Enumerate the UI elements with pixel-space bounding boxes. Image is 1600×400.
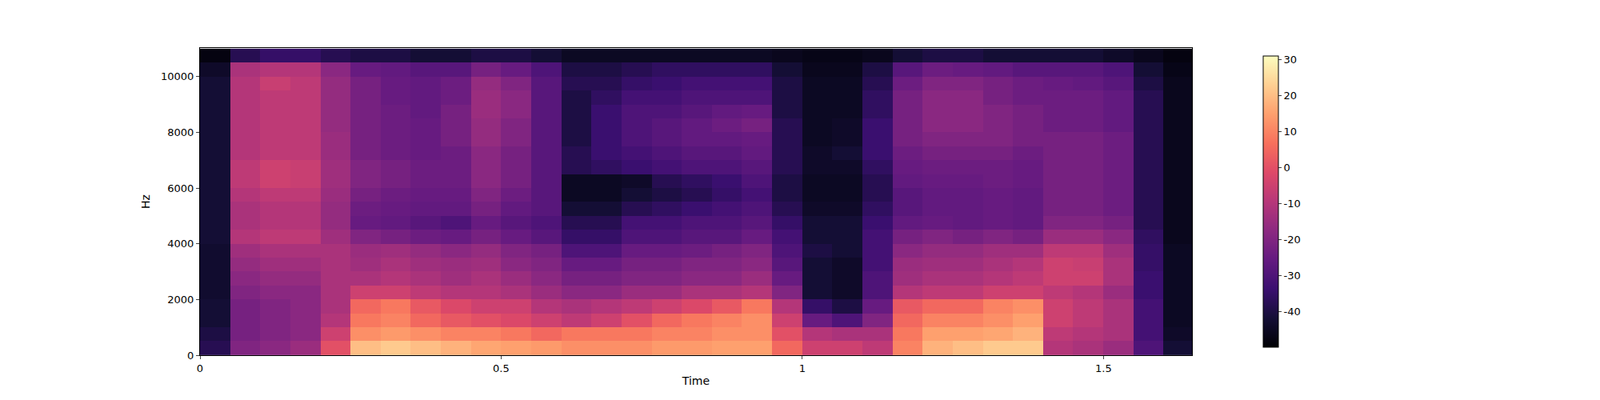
svg-text:6000: 6000: [167, 182, 194, 195]
svg-text:-40: -40: [1284, 305, 1301, 318]
svg-text:2000: 2000: [167, 293, 194, 306]
svg-text:Time: Time: [681, 374, 710, 388]
svg-text:10: 10: [1284, 125, 1298, 138]
svg-text:20: 20: [1284, 89, 1298, 102]
svg-text:1: 1: [799, 362, 806, 375]
svg-text:-10: -10: [1284, 197, 1301, 210]
svg-text:30: 30: [1284, 53, 1298, 66]
svg-text:Hz: Hz: [139, 194, 152, 209]
svg-text:4000: 4000: [167, 237, 194, 250]
svg-text:-20: -20: [1284, 233, 1301, 246]
svg-text:0.5: 0.5: [492, 362, 510, 375]
svg-text:0: 0: [196, 362, 204, 375]
svg-text:0: 0: [187, 349, 194, 362]
svg-text:10000: 10000: [160, 70, 194, 83]
svg-text:1.5: 1.5: [1095, 362, 1112, 375]
svg-text:8000: 8000: [167, 126, 194, 139]
svg-text:0: 0: [1284, 161, 1291, 174]
svg-text:-30: -30: [1284, 269, 1301, 282]
